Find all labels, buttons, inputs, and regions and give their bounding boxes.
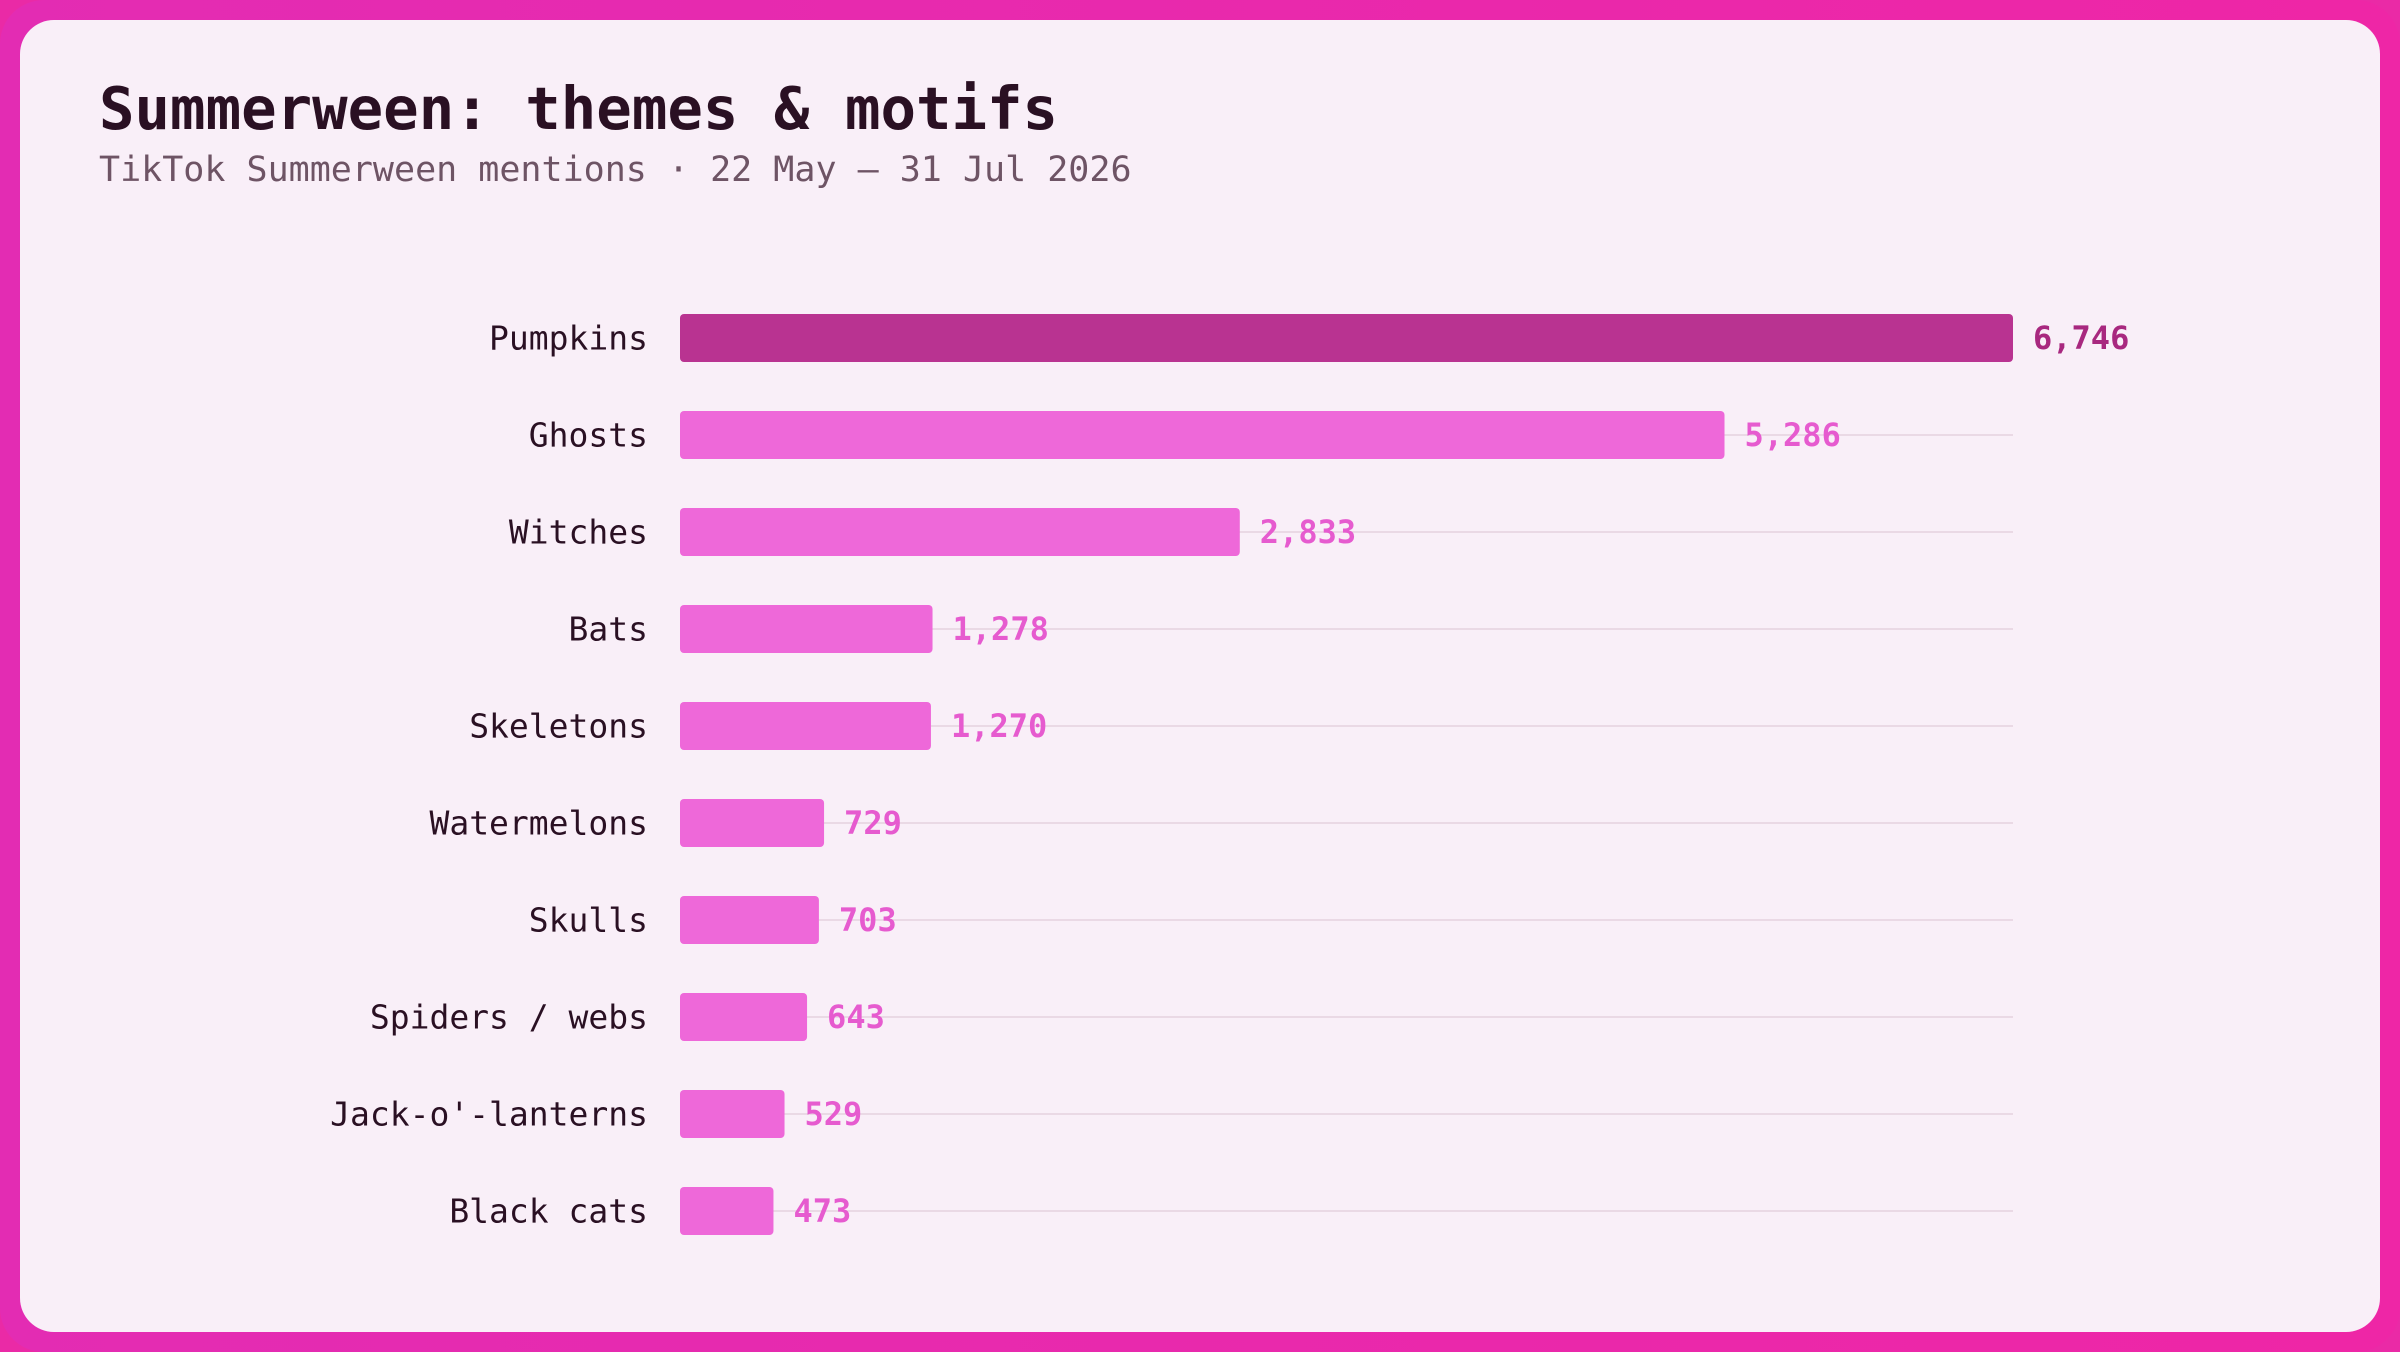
value-label: 473 (793, 1192, 851, 1230)
value-label: 729 (844, 804, 902, 842)
bar (680, 314, 2013, 362)
category-label: Skeletons (469, 707, 648, 746)
value-label: 703 (839, 901, 897, 939)
value-label: 5,286 (1745, 416, 1841, 454)
value-label: 643 (827, 998, 885, 1036)
bar (680, 1187, 774, 1235)
bar (680, 1090, 785, 1138)
category-label: Pumpkins (489, 319, 648, 358)
bar-chart: Pumpkins 6,746 Ghosts 5,286 Witches 2,833 Bats… (330, 314, 2129, 1235)
value-label: 1,270 (951, 707, 1047, 745)
chart-title: Summerween: themes & motifs (99, 74, 1059, 143)
bar (680, 799, 825, 847)
chart-subtitle: TikTok Summerween mentions · 22 May – 31… (99, 150, 1132, 190)
value-label: 6,746 (2033, 319, 2129, 357)
category-label: Jack-o'-lanterns (330, 1095, 648, 1134)
bar (680, 508, 1240, 556)
category-label: Black cats (449, 1192, 648, 1231)
bar (680, 605, 933, 653)
category-label: Ghosts (529, 416, 648, 455)
chart-card: Summerween: themes & motifs TikTok Summe… (20, 20, 2380, 1332)
value-label: 529 (805, 1095, 863, 1133)
bar (680, 896, 819, 944)
value-label: 1,278 (953, 610, 1049, 648)
bar (680, 702, 931, 750)
category-label: Spiders / webs (370, 998, 648, 1037)
category-label: Skulls (529, 901, 648, 940)
category-label: Watermelons (429, 804, 648, 843)
bar (680, 411, 1725, 459)
value-label: 2,833 (1260, 513, 1356, 551)
category-label: Bats (569, 610, 648, 649)
category-label: Witches (509, 513, 648, 552)
bar (680, 993, 808, 1041)
